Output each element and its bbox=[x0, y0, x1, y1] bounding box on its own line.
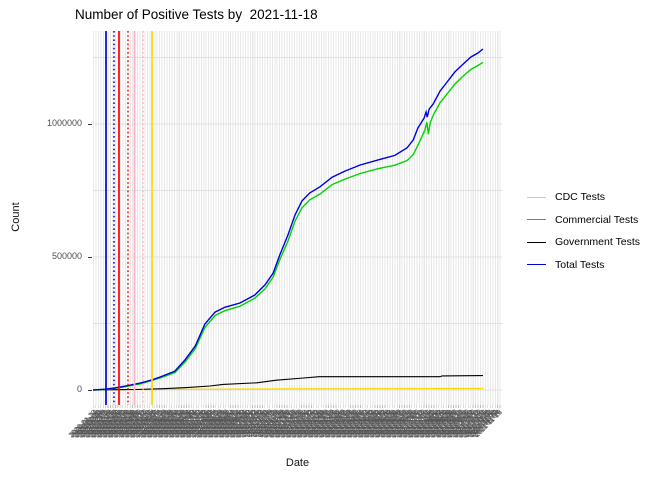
y-tick-label: 500000 bbox=[51, 251, 82, 261]
legend-item: CDC Tests bbox=[527, 186, 640, 209]
x-axis-labels: 2020-01-22 2020-01-24 2020-01-26 2020-01-28… bbox=[68, 408, 504, 463]
legend-item: Commercial Tests bbox=[527, 209, 640, 232]
y-tick-label: 1000000 bbox=[46, 118, 82, 128]
x-axis-tick-marks bbox=[93, 405, 502, 408]
legend-key-line bbox=[527, 264, 546, 266]
x-axis-title: Date bbox=[285, 457, 310, 469]
plot-panel bbox=[92, 31, 502, 405]
plot-svg bbox=[92, 31, 502, 405]
chart-title: Number of Positive Tests by 2021-11-18 bbox=[75, 7, 318, 22]
legend-item: Government Tests bbox=[527, 231, 640, 254]
series-line-government-tests bbox=[92, 375, 484, 391]
series-line-commercial-tests bbox=[92, 61, 484, 391]
y-tick-mark bbox=[88, 257, 92, 258]
y-tick-label: 0 bbox=[76, 384, 82, 394]
legend-item-label: CDC Tests bbox=[555, 191, 605, 204]
legend-key-line bbox=[527, 219, 546, 221]
legend-item: Total Tests bbox=[527, 254, 640, 277]
y-axis-title: Count bbox=[10, 202, 22, 232]
legend-key-line bbox=[527, 196, 546, 198]
legend-item-label: Total Tests bbox=[555, 258, 605, 271]
legend-key-line bbox=[527, 241, 546, 243]
legend-item-label: Commercial Tests bbox=[555, 213, 639, 226]
legend-item-label: Government Tests bbox=[555, 236, 641, 249]
y-tick-mark bbox=[88, 390, 92, 391]
legend: CDC Tests Commercial Tests Government Test… bbox=[527, 186, 640, 276]
y-tick-mark bbox=[88, 124, 92, 125]
series-line-total-tests bbox=[92, 48, 484, 391]
